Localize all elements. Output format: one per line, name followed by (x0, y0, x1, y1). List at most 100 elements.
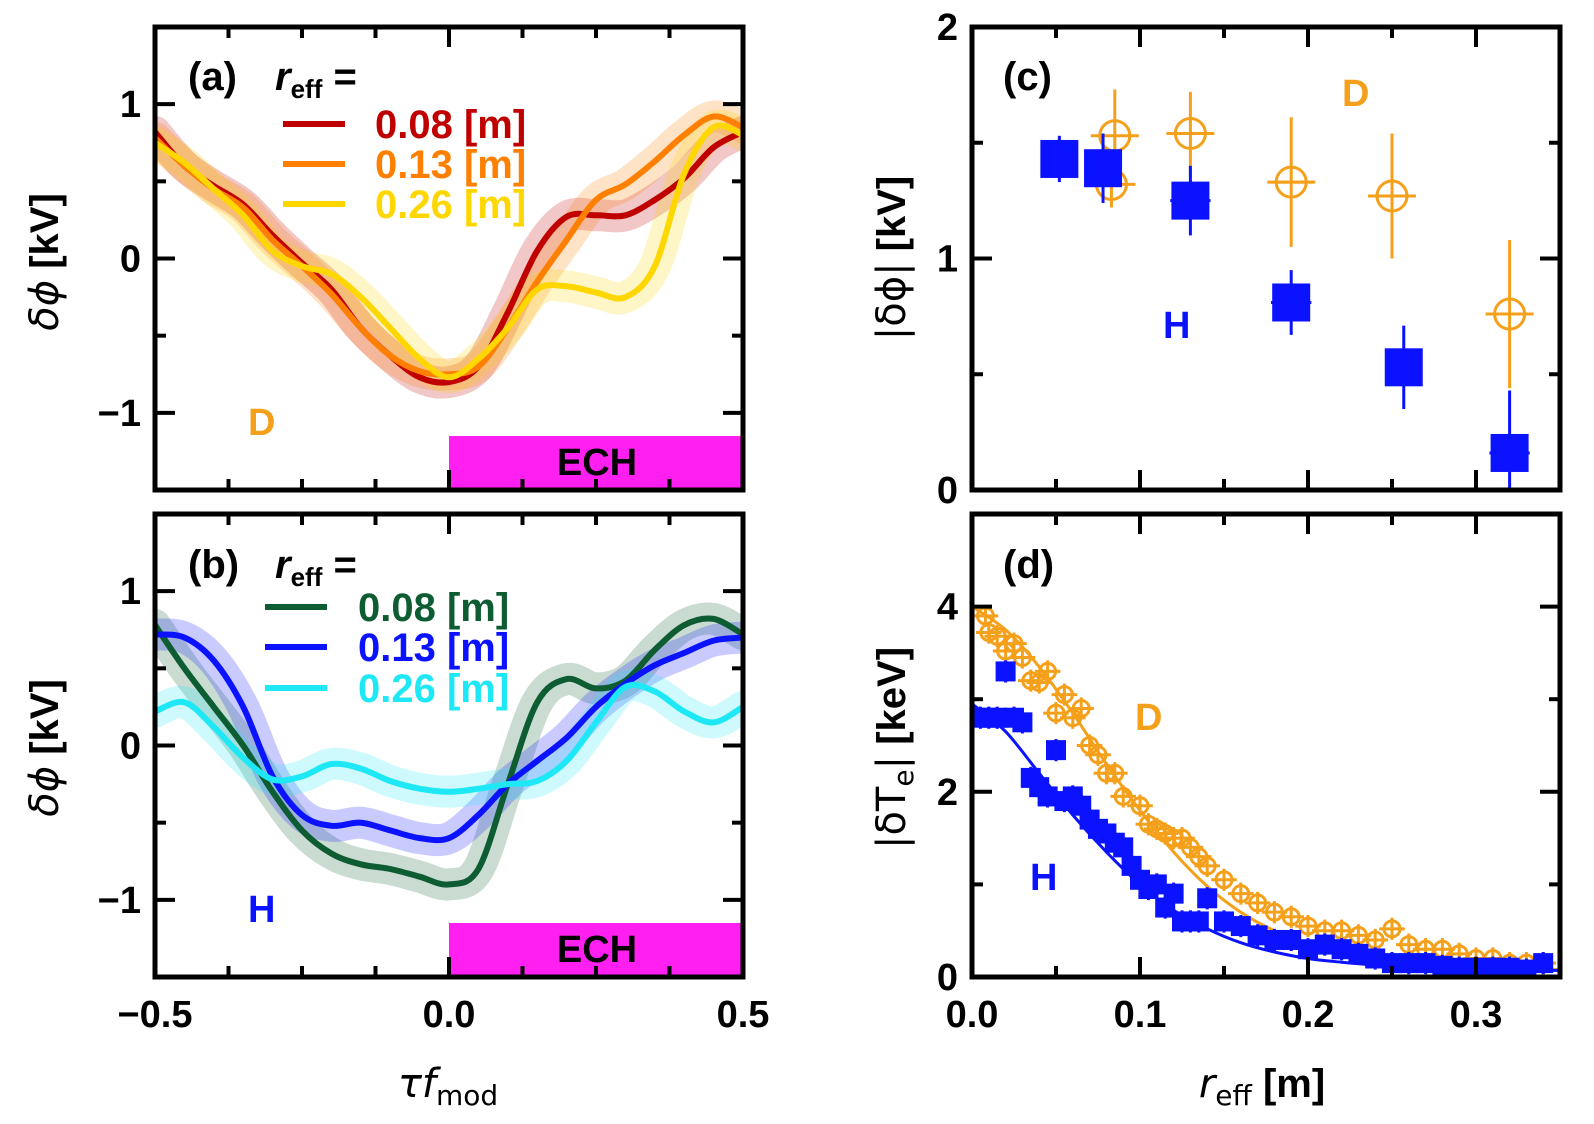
axes-layer: −1 0 1 −1 0 1 −0.5 0.0 0.5 0 1 2 0 2 4 0.0 0.1 0.2 0.3 (98, 7, 1563, 1036)
reff-symbol: r (275, 543, 293, 587)
point-d-H (1163, 883, 1184, 904)
ylabel-c-unit: [kV] (870, 176, 914, 263)
ytick-label-d: 0 (937, 957, 958, 999)
point-d-H (1113, 837, 1134, 858)
series-line-b-2 (155, 681, 743, 795)
axes-d: 0 2 4 0.0 0.1 0.2 0.3 (937, 511, 1563, 1036)
panel-d-annotations: (d) D H |δTe| [keV] reff [m] (869, 543, 1325, 1112)
point-d-H (1197, 888, 1218, 909)
point-d-H (1298, 939, 1318, 960)
point-c-H (1171, 181, 1210, 220)
species-c-H-label: H (1163, 305, 1190, 347)
xlabel-d-sub: eff (1215, 1079, 1252, 1112)
panel-d-xlabel: reff [m] (1199, 1061, 1325, 1112)
ytick-label-a: −1 (98, 393, 141, 435)
point-d-H (1314, 934, 1335, 955)
ytick-label-a: 1 (120, 84, 141, 126)
ylabel-a-unit: [kV] (23, 193, 67, 280)
point-d-H (1247, 925, 1268, 946)
xlabel-b-main: τf (398, 1061, 442, 1107)
ylabel-d-end: | (869, 756, 915, 769)
point-d-H (1516, 959, 1537, 977)
reff-subscript: eff (291, 74, 323, 104)
point-c-H (1272, 283, 1311, 322)
xlabel-d-main: r (1199, 1061, 1218, 1107)
xtick-label-d: 0.1 (1114, 994, 1167, 1036)
xlabel-b-sub: mod (436, 1079, 498, 1112)
legend-a-label-1: 0.13 [m] (375, 143, 526, 187)
point-d-H (1432, 955, 1453, 976)
ytick-label-d: 4 (937, 587, 958, 629)
ytick-label-b: 0 (120, 726, 141, 768)
ech-b-label: ECH (557, 929, 637, 971)
ytick-label-c: 1 (937, 239, 958, 281)
ytick-label-b: −1 (98, 880, 141, 922)
point-d-H (1382, 953, 1402, 974)
point-d-H (1415, 953, 1436, 974)
ytick-label-c: 0 (937, 470, 958, 512)
species-b-label: H (248, 889, 275, 931)
panel-b-label: (b) (188, 543, 239, 587)
point-c-H (1084, 149, 1123, 188)
ylabel-b-main: δϕ (22, 766, 68, 817)
ylabel-d-main: |δT (869, 786, 915, 849)
species-c-D-label: D (1342, 73, 1369, 115)
panel-a-annotations: (a) reff = 0.08 [m] 0.13 [m] 0.26 [m] D … (22, 55, 637, 484)
reff-equals: = (322, 543, 356, 587)
reff-equals: = (322, 55, 356, 99)
point-d-H (1146, 874, 1167, 895)
xtick-label-d: 0.0 (946, 994, 999, 1036)
point-d-H (1037, 786, 1058, 807)
panel-d-ylabel: |δTe| [keV] (869, 647, 920, 849)
point-d-H (995, 661, 1016, 682)
legend-a-label-2: 0.26 [m] (375, 183, 526, 227)
point-d-H (1398, 953, 1419, 974)
reff-subscript: eff (291, 562, 323, 592)
panel-b-reff-label: reff = (275, 543, 357, 592)
data-layer (155, 89, 1560, 977)
legend-a-label-0: 0.08 [m] (375, 103, 526, 147)
plot-frame-d (969, 511, 1563, 980)
point-d-H (1264, 929, 1285, 950)
point-d-H (987, 707, 1008, 728)
xtick-label-b: 0.0 (423, 994, 476, 1036)
panel-b-annotations: (b) reff = 0.08 [m] 0.13 [m] 0.26 [m] H … (22, 543, 637, 1112)
ytick-label-d: 2 (937, 772, 958, 814)
reff-symbol: r (275, 55, 293, 99)
series-line-a-2 (155, 122, 743, 381)
series-line-b-0 (155, 615, 743, 888)
ylabel-d-sub: e (887, 769, 920, 786)
panel-c-annotations: (c) D H |δϕ| [kV] (869, 55, 1369, 347)
point-d-H (1482, 957, 1503, 977)
xtick-label-d: 0.3 (1450, 994, 1503, 1036)
panel-d-label: (d) (1003, 543, 1054, 587)
plot-frame-c (969, 24, 1563, 493)
species-a-label: D (248, 402, 275, 444)
point-d-H (1533, 953, 1554, 974)
series-group-a (155, 100, 743, 490)
xtick-label-b: −0.5 (117, 994, 192, 1036)
point-d-H (1449, 957, 1470, 977)
ytick-label-a: 0 (120, 239, 141, 281)
legend-b-label-2: 0.26 [m] (358, 667, 509, 711)
ytick-label-b: 1 (120, 571, 141, 613)
series-line-b-1 (155, 631, 743, 844)
species-d-H-label: H (1030, 857, 1057, 899)
panel-a-reff-label: reff = (275, 55, 357, 104)
point-d-H (1281, 929, 1302, 950)
legend-b-label-1: 0.13 [m] (358, 626, 509, 670)
xtick-label-b: 0.5 (717, 994, 770, 1036)
panel-a-ylabel: δϕ [kV] (22, 193, 68, 331)
point-d-H (1188, 911, 1209, 932)
ylabel-d-unit: [keV] (870, 647, 914, 756)
point-d-H (1046, 740, 1066, 761)
legend-b-label-0: 0.08 [m] (358, 586, 509, 630)
xlabel-d-unit: [m] (1252, 1062, 1325, 1106)
axes-a: −1 0 1 (98, 24, 746, 493)
ytick-label-c: 2 (937, 7, 958, 49)
ylabel-b-unit: [kV] (23, 679, 67, 766)
series-group-c (1040, 89, 1534, 490)
panel-b-ylabel: δϕ [kV] (22, 679, 68, 817)
point-c-H (1040, 139, 1079, 178)
